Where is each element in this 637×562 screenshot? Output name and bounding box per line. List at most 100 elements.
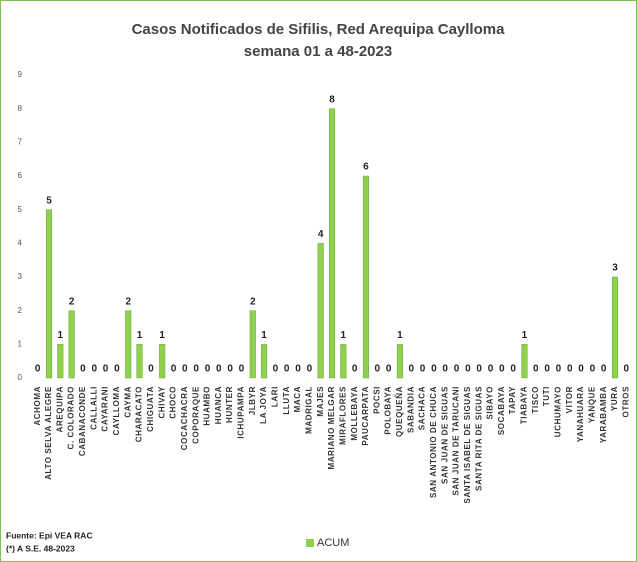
x-tick-label: AREQUIPA bbox=[55, 386, 64, 432]
x-tick-label: CAYARANI bbox=[101, 386, 110, 432]
x-tick-label: CHIVAY bbox=[157, 386, 166, 419]
bar bbox=[396, 344, 403, 379]
x-tick-label: QUEQUEÑA bbox=[395, 386, 404, 437]
data-label: 0 bbox=[35, 364, 41, 375]
x-tick-label: OTROS bbox=[621, 386, 630, 418]
x-tick-label: MADRIGAL bbox=[304, 386, 313, 434]
data-label: 0 bbox=[567, 364, 573, 375]
data-label: 5 bbox=[46, 195, 52, 206]
x-tick-label: YANQUE bbox=[587, 386, 596, 423]
data-label: 0 bbox=[114, 364, 120, 375]
x-tick-label: HUANCA bbox=[214, 386, 223, 424]
x-tick-label: VITOR bbox=[565, 386, 574, 413]
bar bbox=[159, 344, 166, 379]
x-tick-label: PAUCARPATA bbox=[361, 386, 370, 446]
data-label: 0 bbox=[590, 364, 596, 375]
y-tick-label: 5 bbox=[18, 205, 23, 214]
x-tick-label: ALTO SELVA ALEGRE bbox=[44, 386, 53, 480]
x-tick-label: LARI bbox=[271, 386, 280, 407]
x-tick-label: CALLALLI bbox=[89, 386, 98, 430]
data-label: 0 bbox=[544, 364, 550, 375]
data-label: 0 bbox=[442, 364, 448, 375]
data-label: 0 bbox=[476, 364, 482, 375]
x-tick-label: JLBYR bbox=[248, 386, 257, 415]
x-tick-label: TUTI bbox=[542, 386, 551, 406]
data-label: 0 bbox=[295, 364, 301, 375]
data-label: 0 bbox=[182, 364, 188, 375]
data-label: 0 bbox=[386, 364, 392, 375]
x-tick-label: CHIGUATA bbox=[146, 386, 155, 432]
bar bbox=[68, 310, 75, 379]
x-tick-label: MAJES bbox=[316, 386, 325, 417]
data-label: 2 bbox=[125, 296, 131, 307]
data-label: 2 bbox=[250, 296, 256, 307]
x-tick-label: CABANACONDE bbox=[78, 386, 87, 456]
y-tick-label: 8 bbox=[18, 104, 23, 113]
footnote: (*) A S.E. 48-2023 bbox=[6, 543, 75, 553]
x-tick-label: C. COLORADO bbox=[67, 386, 76, 450]
x-tick-label: ACHOMA bbox=[33, 386, 42, 426]
data-label: 0 bbox=[205, 364, 211, 375]
x-tick-label: SAN JUAN DE SIGUAS bbox=[440, 386, 449, 484]
data-label: 0 bbox=[307, 364, 313, 375]
data-label: 0 bbox=[148, 364, 154, 375]
bar bbox=[249, 310, 256, 379]
y-tick-label: 3 bbox=[18, 272, 23, 281]
data-label: 0 bbox=[193, 364, 199, 375]
x-tick-label: POCSI bbox=[372, 386, 381, 414]
x-tick-label: YANAHUARA bbox=[576, 386, 585, 442]
x-tick-label: UCHUMAYO bbox=[554, 386, 563, 437]
x-tick-label: CAYLLOMA bbox=[112, 386, 121, 435]
x-tick-label: MACA bbox=[293, 386, 302, 412]
data-label: 1 bbox=[341, 330, 347, 341]
bar bbox=[362, 175, 370, 379]
data-label: 0 bbox=[601, 364, 607, 375]
x-tick-label: POLOBAYA bbox=[384, 386, 393, 435]
x-tick-label: TAPAY bbox=[508, 386, 517, 414]
data-label: 0 bbox=[624, 364, 630, 375]
y-tick-label: 1 bbox=[18, 339, 23, 348]
data-label: 2 bbox=[69, 296, 75, 307]
data-label: 1 bbox=[261, 330, 267, 341]
data-label: 0 bbox=[239, 364, 245, 375]
x-tick-label: MOLLEBAYA bbox=[350, 386, 359, 441]
x-tick-label: YARABAMBA bbox=[599, 386, 608, 443]
bar bbox=[136, 344, 143, 379]
x-tick-label: HUNTER bbox=[225, 386, 234, 423]
bar bbox=[521, 344, 528, 379]
x-tick-label: SACHACA bbox=[418, 386, 427, 430]
y-tick-label: 9 bbox=[18, 70, 23, 79]
x-tick-label: MIRAFLORES bbox=[338, 386, 347, 445]
x-tick-label: COCACHACRA bbox=[180, 386, 189, 450]
data-label: 0 bbox=[465, 364, 471, 375]
x-tick-label: SIBAYO bbox=[486, 386, 495, 420]
data-label: 0 bbox=[408, 364, 414, 375]
x-tick-label: CHOCO bbox=[169, 386, 178, 419]
x-tick-label: SANTA RITA DE SIGUAS bbox=[474, 386, 483, 491]
bar bbox=[45, 209, 53, 379]
bar bbox=[125, 310, 132, 379]
data-label: 0 bbox=[420, 364, 426, 375]
data-label: 0 bbox=[431, 364, 437, 375]
y-tick-label: 0 bbox=[18, 373, 23, 382]
data-label: 0 bbox=[556, 364, 562, 375]
data-label: 0 bbox=[91, 364, 97, 375]
data-label: 0 bbox=[510, 364, 516, 375]
bar bbox=[611, 276, 619, 379]
data-label: 1 bbox=[58, 330, 64, 341]
x-tick-label: SANTA ISABEL DE SIGUAS bbox=[463, 386, 472, 504]
bar bbox=[57, 344, 64, 379]
data-label: 1 bbox=[159, 330, 165, 341]
y-tick-label: 6 bbox=[18, 171, 23, 180]
data-label: 0 bbox=[454, 364, 460, 375]
x-tick-label: TIABAYA bbox=[520, 386, 529, 424]
x-tick-label: ICHUPAMPA bbox=[237, 386, 246, 439]
data-label: 0 bbox=[227, 364, 233, 375]
bar bbox=[328, 108, 336, 379]
data-label: 0 bbox=[273, 364, 279, 375]
data-label: 1 bbox=[137, 330, 143, 341]
chart-title: Casos Notificados de Sifilis, Red Arequi… bbox=[132, 21, 506, 38]
data-label: 3 bbox=[612, 263, 618, 274]
legend-swatch bbox=[306, 539, 314, 547]
